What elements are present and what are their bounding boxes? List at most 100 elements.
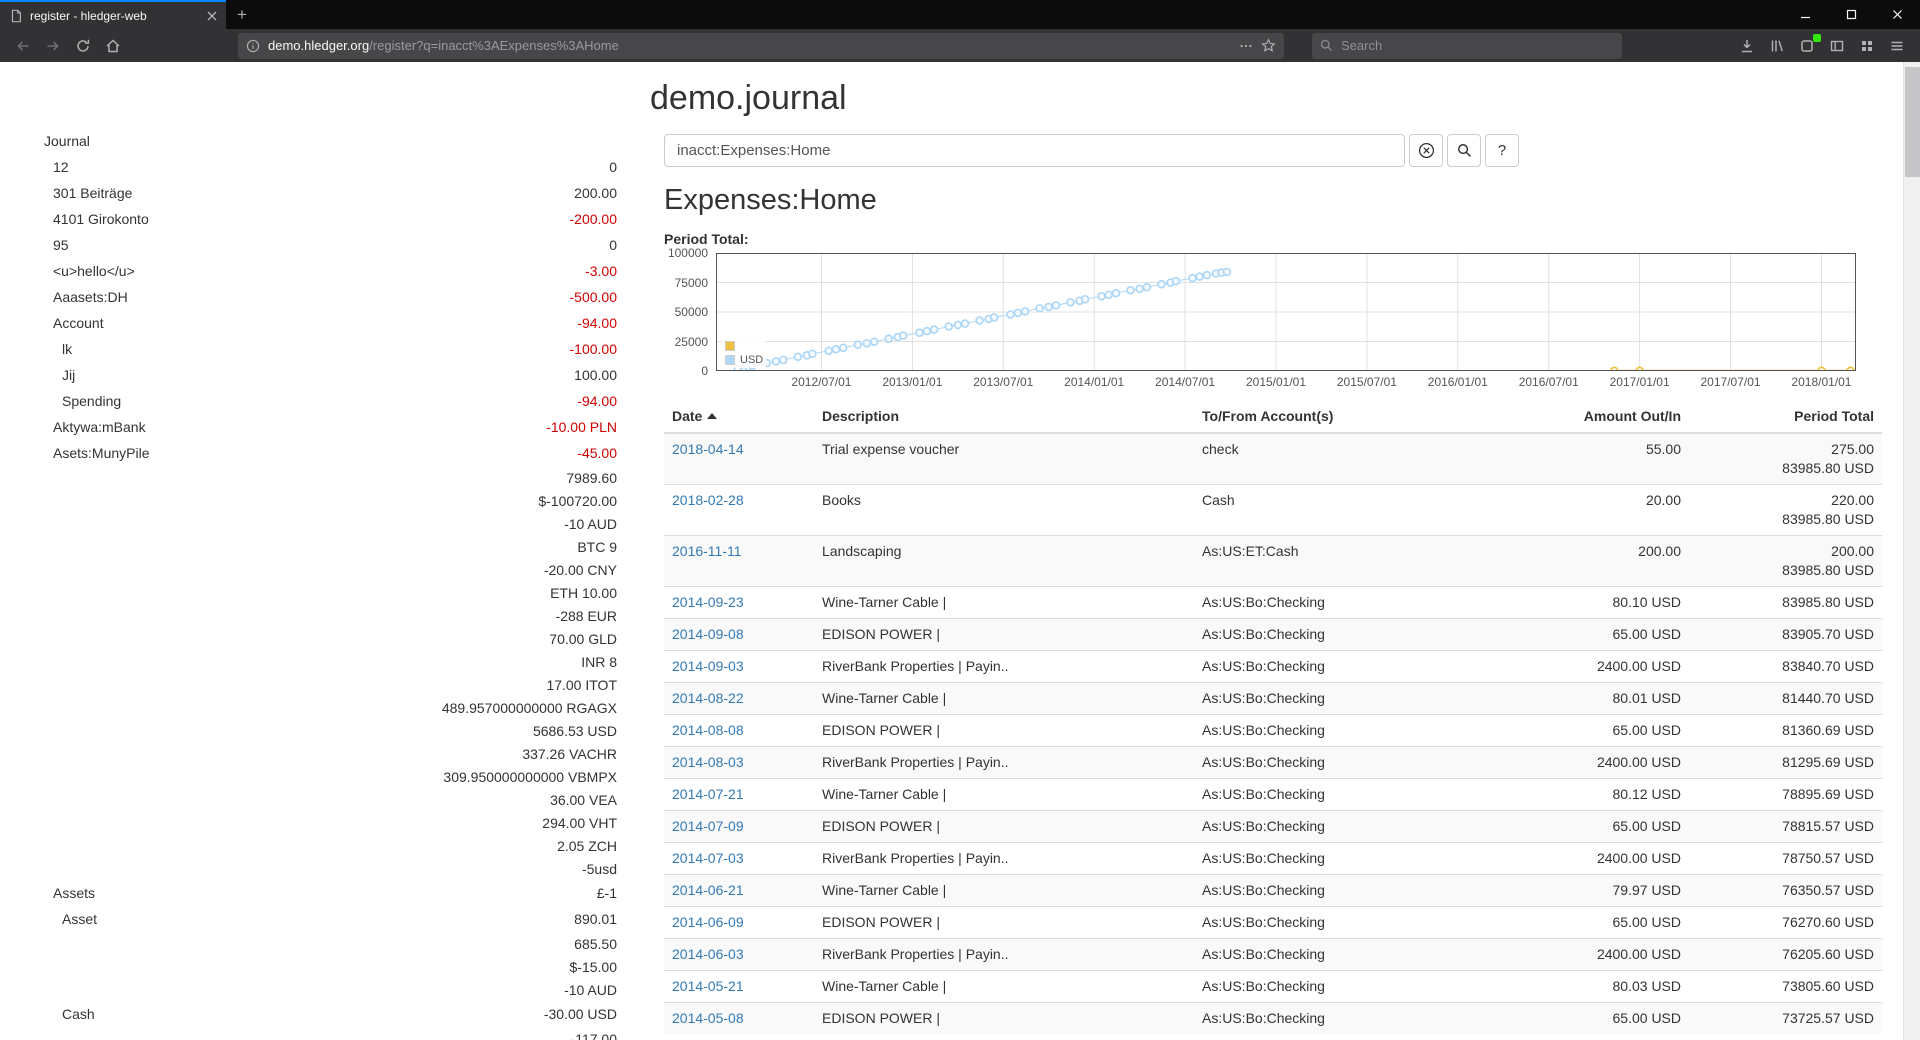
extension-icon[interactable]	[1792, 32, 1822, 60]
sidebar-account[interactable]: 95 0	[0, 232, 625, 258]
sidebar-account[interactable]: Asset 890.01	[0, 906, 625, 932]
transaction-date-link[interactable]: 2014-07-03	[672, 850, 744, 866]
sidebar-toggle-icon[interactable]	[1822, 32, 1852, 60]
home-icon[interactable]	[98, 32, 128, 60]
transaction-date-link[interactable]: 2014-08-22	[672, 690, 744, 706]
transaction-date-link[interactable]: 2014-07-09	[672, 818, 744, 834]
transaction-date-link[interactable]: 2014-09-03	[672, 658, 744, 674]
library-icon[interactable]	[1762, 32, 1792, 60]
table-row[interactable]: 2014-08-22 Wine-Tarner Cable | As:US:Bo:Ch…	[664, 682, 1882, 715]
minimize-button[interactable]	[1782, 0, 1828, 29]
x-axis-tick-label: 2018/01/01	[1791, 375, 1852, 389]
account-name: 95	[53, 237, 69, 253]
sidebar-account[interactable]: <u>hello</u> -3.00	[0, 258, 625, 284]
column-header-date[interactable]: Date	[664, 401, 814, 434]
download-icon[interactable]	[1732, 32, 1762, 60]
period-total-cell: 76205.60 USD	[1689, 938, 1882, 971]
table-row[interactable]: 2014-08-08 EDISON POWER | As:US:Bo:Checkin…	[664, 714, 1882, 747]
menu-icon[interactable]	[1882, 32, 1912, 60]
sidebar-account[interactable]: 301 Beiträge 200.00	[0, 180, 625, 206]
transaction-date-link[interactable]: 2014-08-03	[672, 754, 744, 770]
table-row[interactable]: 2016-11-11 Landscaping As:US:ET:Cash 200.00…	[664, 535, 1882, 587]
sidebar-account[interactable]: Cash -30.00 USD	[0, 1001, 625, 1027]
apps-grid-icon[interactable]	[1852, 32, 1882, 60]
x-axis-tick-label: 2013/07/01	[973, 375, 1034, 389]
table-row[interactable]: 2014-08-03 RiverBank Properties | Payin..…	[664, 746, 1882, 779]
forward-icon[interactable]	[38, 32, 68, 60]
table-row[interactable]: 2014-05-08 EDISON POWER | As:US:Bo:Checkin…	[664, 1002, 1882, 1034]
transaction-date-link[interactable]: 2014-07-21	[672, 786, 744, 802]
transaction-date-cell: 2014-06-09	[664, 906, 814, 939]
transaction-date-link[interactable]: 2014-08-08	[672, 722, 744, 738]
table-row[interactable]: 2014-06-21 Wine-Tarner Cable | As:US:Bo:Ch…	[664, 874, 1882, 907]
table-row[interactable]: 2014-09-03 RiverBank Properties | Payin..…	[664, 650, 1882, 683]
url-bar[interactable]: demo.hledger.org/register?q=inacct%3AExp…	[238, 32, 1284, 59]
period-total-cell: 275.00 83985.80 USD	[1689, 432, 1882, 485]
register-chart[interactable]: USD 2012/07/01 2013/01/01 2013/07/01 2014/0…	[664, 246, 1882, 393]
column-header-account[interactable]: To/From Account(s)	[1194, 401, 1484, 434]
search-submit-button[interactable]	[1447, 134, 1481, 167]
transaction-date-link[interactable]: 2014-06-03	[672, 946, 744, 962]
chart-plot-area[interactable]: USD	[716, 253, 1856, 371]
sidebar-account[interactable]: lk -100.00	[0, 336, 625, 362]
column-header-amount[interactable]: Amount Out/In	[1484, 401, 1689, 434]
browser-chrome: register - hledger-web + demo.hledger.or…	[0, 0, 1920, 62]
page-actions-icon[interactable]	[1239, 39, 1253, 53]
transaction-date-link[interactable]: 2014-09-23	[672, 594, 744, 610]
browser-tab[interactable]: register - hledger-web	[0, 0, 226, 29]
legend-color-swatch	[725, 355, 735, 365]
sidebar-account[interactable]: Journal	[0, 128, 625, 154]
table-row[interactable]: 2014-07-21 Wine-Tarner Cable | As:US:Bo:Ch…	[664, 778, 1882, 811]
transaction-account: As:US:Bo:Checking	[1194, 810, 1484, 843]
transaction-date-link[interactable]: 2014-09-08	[672, 626, 744, 642]
table-row[interactable]: 2014-05-21 Wine-Tarner Cable | As:US:Bo:Ch…	[664, 970, 1882, 1003]
maximize-button[interactable]	[1828, 0, 1874, 29]
transaction-date-link[interactable]: 2014-05-08	[672, 1010, 744, 1026]
transaction-date-link[interactable]: 2018-04-14	[672, 441, 744, 457]
table-row[interactable]: 2018-02-28 Books Cash 20.00 220.00 83985.80 U…	[664, 484, 1882, 536]
sidebar-balance-line: 5686.53 USD	[0, 719, 625, 742]
sidebar-account[interactable]: Jij 100.00	[0, 362, 625, 388]
table-row[interactable]: 2014-07-09 EDISON POWER | As:US:Bo:Checkin…	[664, 810, 1882, 843]
scrollbar-thumb[interactable]	[1905, 67, 1920, 177]
table-row[interactable]: 2014-06-09 EDISON POWER | As:US:Bo:Checkin…	[664, 906, 1882, 939]
sidebar-account[interactable]: Asets:MunyPile -45.00	[0, 440, 625, 466]
sidebar-account[interactable]: 12 0	[0, 154, 625, 180]
site-info-icon[interactable]	[246, 39, 260, 53]
tab-close-icon[interactable]	[207, 11, 217, 21]
sidebar-account[interactable]: Aktywa:mBank -10.00 PLN	[0, 414, 625, 440]
transaction-date-link[interactable]: 2016-11-11	[672, 543, 742, 559]
transaction-account: As:US:Bo:Checking	[1194, 714, 1484, 747]
table-row[interactable]: 2018-04-14 Trial expense voucher check 55.0…	[664, 432, 1882, 485]
sidebar-account[interactable]: Account -94.00	[0, 310, 625, 336]
account-balance: -20.00 CNY	[543, 561, 617, 578]
sidebar-account[interactable]: Aaasets:DH -500.00	[0, 284, 625, 310]
new-tab-button[interactable]: +	[237, 4, 247, 24]
sidebar-account[interactable]: Assets £-1	[0, 880, 625, 906]
table-row[interactable]: 2014-06-03 RiverBank Properties | Payin..…	[664, 938, 1882, 971]
table-row[interactable]: 2014-07-03 RiverBank Properties | Payin..…	[664, 842, 1882, 875]
transaction-date-link[interactable]: 2014-06-09	[672, 914, 744, 930]
clear-query-button[interactable]	[1409, 134, 1443, 167]
account-balance: $-100720.00	[538, 492, 617, 509]
transaction-date-link[interactable]: 2014-05-21	[672, 978, 744, 994]
column-header-description[interactable]: Description	[814, 401, 1194, 434]
transaction-date-link[interactable]: 2018-02-28	[672, 492, 744, 508]
sidebar-account[interactable]: Spending -94.00	[0, 388, 625, 414]
table-row[interactable]: 2014-09-23 Wine-Tarner Cable | As:US:Bo:Ch…	[664, 586, 1882, 619]
reload-icon[interactable]	[68, 32, 98, 60]
account-name: lk	[62, 341, 73, 357]
page-scrollbar[interactable]	[1903, 62, 1920, 1040]
x-axis-tick-label: 2016/07/01	[1518, 375, 1579, 389]
column-header-period-total[interactable]: Period Total	[1689, 401, 1882, 434]
query-input[interactable]	[664, 134, 1405, 167]
back-icon[interactable]	[8, 32, 38, 60]
help-button[interactable]: ?	[1485, 134, 1519, 167]
sidebar-account[interactable]: 4101 Girokonto -200.00	[0, 206, 625, 232]
transaction-date-link[interactable]: 2014-06-21	[672, 882, 744, 898]
close-button[interactable]	[1874, 0, 1920, 29]
bookmark-star-icon[interactable]	[1261, 38, 1276, 53]
transaction-account: As:US:Bo:Checking	[1194, 906, 1484, 939]
table-row[interactable]: 2014-09-08 EDISON POWER | As:US:Bo:Checkin…	[664, 618, 1882, 651]
browser-search-bar[interactable]: Search	[1312, 32, 1622, 59]
